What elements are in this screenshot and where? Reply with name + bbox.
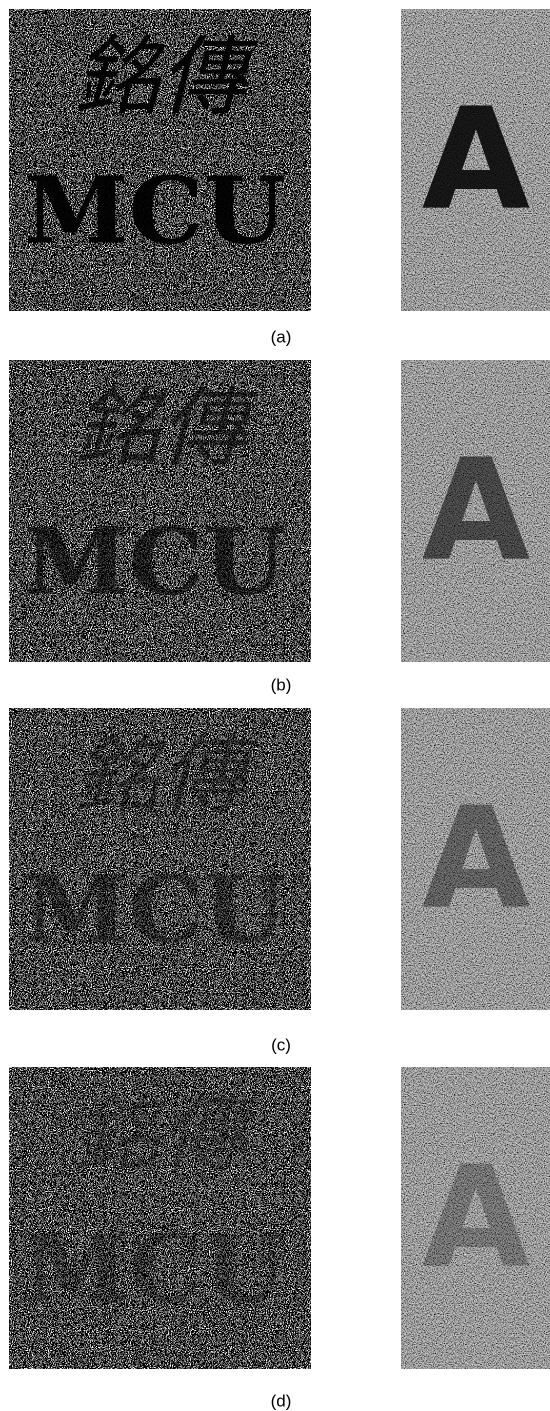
caption: (c) — [271, 1035, 291, 1054]
noise — [401, 708, 550, 1010]
text-line: MCU — [24, 1215, 286, 1323]
noise — [401, 360, 550, 662]
noise — [401, 9, 550, 311]
text-line: MCU — [24, 157, 286, 265]
letter: A — [422, 79, 530, 242]
right-image: A — [401, 9, 550, 311]
hidden-text: 銘傳 MCU — [24, 28, 286, 265]
noise — [9, 360, 311, 662]
left-image: 銘傳 MCU — [9, 360, 311, 662]
text-line: MCU — [24, 856, 286, 964]
text-line: 銘傳 — [74, 1086, 259, 1186]
right-image: A — [401, 1067, 550, 1369]
right-image: A — [401, 708, 550, 1010]
left-image: 銘傳 MCU — [9, 1067, 311, 1369]
noise — [401, 1067, 550, 1369]
left-image: 銘傳 MCU — [9, 708, 311, 1010]
caption: (a) — [271, 327, 292, 346]
letter: A — [422, 430, 530, 593]
caption: (d) — [271, 1391, 292, 1410]
hidden-text: 銘傳 MCU — [24, 379, 286, 616]
letter: A — [422, 1137, 530, 1300]
hidden-text: 銘傳 MCU — [24, 727, 286, 964]
noise — [9, 1067, 311, 1369]
noise — [9, 708, 311, 1010]
text-line: 銘傳 — [74, 379, 259, 479]
hidden-text: 銘傳 MCU — [24, 1086, 286, 1323]
right-image: A — [401, 360, 550, 662]
noise — [9, 9, 311, 311]
letter: A — [422, 778, 530, 941]
text-line: 銘傳 — [74, 28, 259, 128]
caption: (b) — [271, 675, 292, 694]
left-image: 銘傳 MCU — [9, 9, 311, 311]
text-line: 銘傳 — [74, 727, 259, 827]
text-line: MCU — [24, 508, 286, 616]
